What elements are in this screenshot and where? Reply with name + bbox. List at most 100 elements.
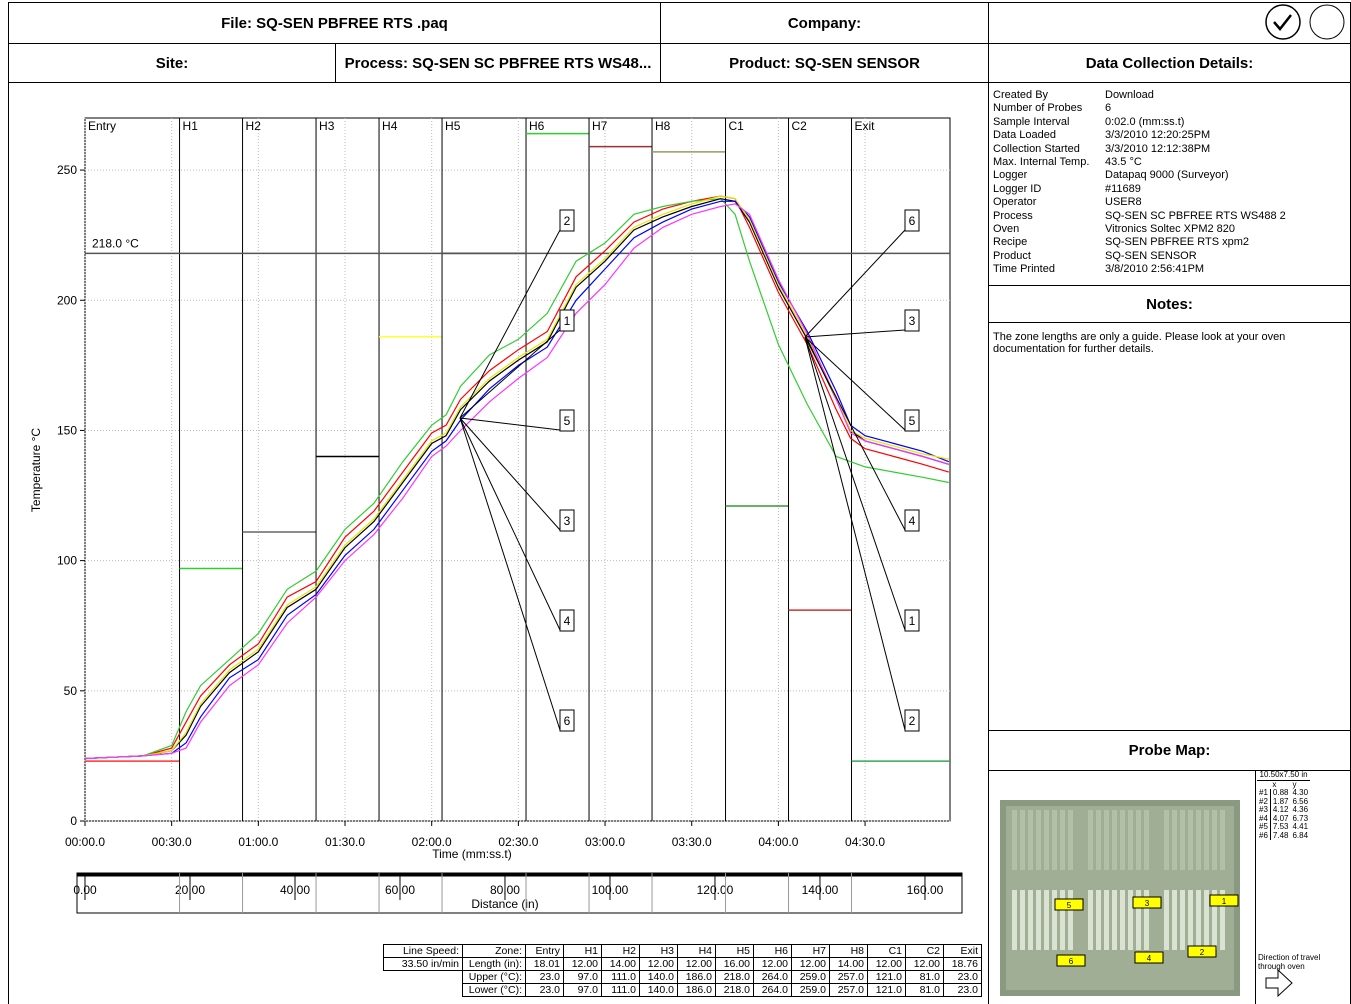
zone-value: 140.0 xyxy=(640,971,678,984)
product-cell: Product: SQ-SEN SENSOR xyxy=(660,43,989,83)
detail-row: Sample Interval0:02.0 (mm:ss.t) xyxy=(993,116,1286,129)
company-cell: Company: xyxy=(660,2,989,44)
zone-value: 23.0 xyxy=(944,971,982,984)
zone-name: C1 xyxy=(868,945,906,958)
zone-value: 140.0 xyxy=(640,984,678,997)
zone-value: 121.0 xyxy=(868,984,906,997)
detail-value: 3/3/2010 12:20:25PM xyxy=(1105,129,1210,142)
blank-cell xyxy=(384,984,463,997)
blank-cell xyxy=(384,971,463,984)
probe-cell: #6 xyxy=(1257,832,1270,841)
zone-value: 16.00 xyxy=(716,958,754,971)
zone-value: 81.0 xyxy=(906,984,944,997)
zone-value: 259.0 xyxy=(792,971,830,984)
notes-text: The zone lengths are only a guide. Pleas… xyxy=(993,331,1333,355)
zone-name: H8 xyxy=(830,945,868,958)
zone-value: 218.0 xyxy=(716,971,754,984)
detail-row: ProcessSQ-SEN SC PBFREE RTS WS488 2 xyxy=(993,210,1286,223)
zone-value: 186.0 xyxy=(678,984,716,997)
chart-frame xyxy=(8,82,989,1004)
detail-value: 43.5 °C xyxy=(1105,156,1142,169)
detail-key: Process xyxy=(993,210,1105,223)
detail-key: Oven xyxy=(993,223,1105,236)
zone-row-name: Lower (°C): xyxy=(463,984,526,997)
probe-size-row: 10.50x7.50 in xyxy=(1257,771,1310,780)
zone-value: 12.00 xyxy=(906,958,944,971)
detail-key: Operator xyxy=(993,196,1105,209)
zone-value: 14.00 xyxy=(830,958,868,971)
zone-value: 12.00 xyxy=(640,958,678,971)
probe-size: 10.50x7.50 in xyxy=(1257,771,1310,780)
line-speed: 33.50 in/min xyxy=(384,958,463,971)
zone-row-name: Upper (°C): xyxy=(463,971,526,984)
zone-name: Entry xyxy=(526,945,564,958)
probe-table: 10.50x7.50 inxy#10.884.30#21.876.56#34.1… xyxy=(1257,771,1310,840)
detail-value: Datapaq 9000 (Surveyor) xyxy=(1105,169,1229,182)
zone-value: 97.0 xyxy=(564,971,602,984)
zone-name: H4 xyxy=(678,945,716,958)
zone-value: 12.00 xyxy=(868,958,906,971)
detail-row: RecipeSQ-SEN PBFREE RTS xpm2 xyxy=(993,236,1286,249)
zone-value: 264.0 xyxy=(754,971,792,984)
detail-key: Max. Internal Temp. xyxy=(993,156,1105,169)
detail-value: Vitronics Soltec XPM2 820 xyxy=(1105,223,1235,236)
detail-key: Time Printed xyxy=(993,263,1105,276)
report: Time (mm:ss.t) Temperature °C Distance (… xyxy=(0,0,1351,1004)
process-cell: Process: SQ-SEN SC PBFREE RTS WS48... xyxy=(335,43,661,83)
detail-key: Logger xyxy=(993,169,1105,182)
detail-key: Product xyxy=(993,250,1105,263)
detail-key: Data Loaded xyxy=(993,129,1105,142)
zone-value: 257.0 xyxy=(830,971,868,984)
detail-value: SQ-SEN SENSOR xyxy=(1105,250,1197,263)
probe-map-title: Probe Map: xyxy=(988,730,1351,771)
zone-value: 257.0 xyxy=(830,984,868,997)
zone-row: Line Speed:Zone:EntryH1H2H3H4H5H6H7H8C1C… xyxy=(384,945,982,958)
zone-length-row: 33.50 in/minLength (in):18.0112.0014.001… xyxy=(384,958,982,971)
details-title: Data Collection Details: xyxy=(988,43,1351,83)
detail-key: Created By xyxy=(993,89,1105,102)
detail-row: OvenVitronics Soltec XPM2 820 xyxy=(993,223,1286,236)
zone-name: Exit xyxy=(944,945,982,958)
actions-cell xyxy=(988,2,1351,44)
zone-name: H2 xyxy=(602,945,640,958)
zone-value: 121.0 xyxy=(868,971,906,984)
detail-value: 3/8/2010 2:56:41PM xyxy=(1105,263,1204,276)
zone-row-name: Length (in): xyxy=(463,958,526,971)
zone-name: C2 xyxy=(906,945,944,958)
zone-value: 259.0 xyxy=(792,984,830,997)
zone-name: H7 xyxy=(792,945,830,958)
zone-upper-row: Upper (°C):23.097.0111.0140.0186.0218.02… xyxy=(384,971,982,984)
detail-key: Logger ID xyxy=(993,183,1105,196)
zone-value: 12.00 xyxy=(678,958,716,971)
detail-value: Download xyxy=(1105,89,1154,102)
detail-row: Max. Internal Temp.43.5 °C xyxy=(993,156,1286,169)
zone-value: 23.0 xyxy=(526,971,564,984)
detail-value: 6 xyxy=(1105,102,1111,115)
zone-value: 14.00 xyxy=(602,958,640,971)
zone-value: 12.00 xyxy=(792,958,830,971)
probe-cell: 6.84 xyxy=(1290,832,1310,841)
zone-value: 18.01 xyxy=(526,958,564,971)
notes-title: Notes: xyxy=(988,285,1351,323)
file-cell: File: SQ-SEN PBFREE RTS .paq xyxy=(8,2,661,44)
detail-row: Collection Started3/3/2010 12:12:38PM xyxy=(993,143,1286,156)
zone-table: Line Speed:Zone:EntryH1H2H3H4H5H6H7H8C1C… xyxy=(383,944,982,997)
zone-value: 81.0 xyxy=(906,971,944,984)
detail-row: Logger ID#11689 xyxy=(993,183,1286,196)
site-cell: Site: xyxy=(8,43,336,83)
probe-cell: 7.48 xyxy=(1270,832,1290,841)
zone-value: 12.00 xyxy=(564,958,602,971)
zone-value: 12.00 xyxy=(754,958,792,971)
zone-value: 97.0 xyxy=(564,984,602,997)
detail-value: 3/3/2010 12:12:38PM xyxy=(1105,143,1210,156)
detail-value: SQ-SEN SC PBFREE RTS WS488 2 xyxy=(1105,210,1286,223)
zone-value: 111.0 xyxy=(602,984,640,997)
zone-value: 186.0 xyxy=(678,971,716,984)
zone-name: H5 xyxy=(716,945,754,958)
zone-value: 111.0 xyxy=(602,971,640,984)
